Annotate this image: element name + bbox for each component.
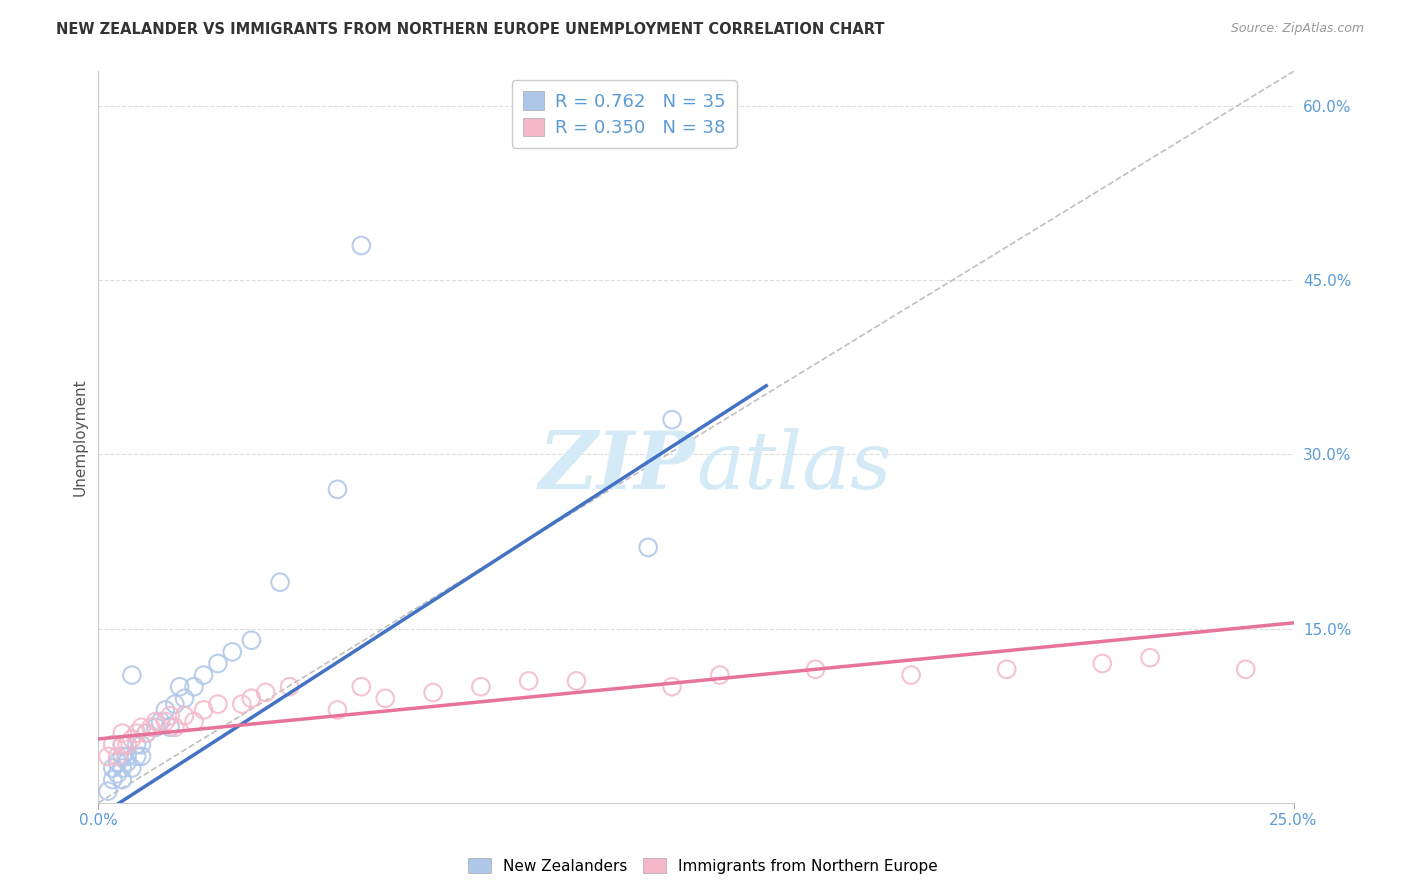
Point <box>1091 657 1114 671</box>
Point <box>125 726 148 740</box>
Point <box>326 703 349 717</box>
Text: Source: ZipAtlas.com: Source: ZipAtlas.com <box>1230 22 1364 36</box>
Point <box>107 749 129 764</box>
Point <box>422 685 444 699</box>
Point <box>135 726 157 740</box>
Point <box>155 703 177 717</box>
Point <box>111 772 134 787</box>
Point <box>155 714 177 729</box>
Point <box>145 714 167 729</box>
Point <box>374 691 396 706</box>
Point <box>207 697 229 711</box>
Text: NEW ZEALANDER VS IMMIGRANTS FROM NORTHERN EUROPE UNEMPLOYMENT CORRELATION CHART: NEW ZEALANDER VS IMMIGRANTS FROM NORTHER… <box>56 22 884 37</box>
Point <box>193 703 215 717</box>
Point <box>159 720 181 734</box>
Point <box>804 662 827 676</box>
Point <box>470 680 492 694</box>
Point <box>995 662 1018 676</box>
Point <box>900 668 922 682</box>
Point <box>125 738 148 752</box>
Legend: New Zealanders, Immigrants from Northern Europe: New Zealanders, Immigrants from Northern… <box>463 852 943 880</box>
Point <box>139 720 162 734</box>
Text: ZIP: ZIP <box>538 427 696 505</box>
Point <box>101 738 124 752</box>
Point <box>101 761 124 775</box>
Point <box>269 575 291 590</box>
Point <box>350 238 373 252</box>
Point <box>517 673 540 688</box>
Text: atlas: atlas <box>696 427 891 505</box>
Y-axis label: Unemployment: Unemployment <box>72 378 87 496</box>
Point <box>221 645 243 659</box>
Point <box>149 714 172 729</box>
Legend: R = 0.762   N = 35, R = 0.350   N = 38: R = 0.762 N = 35, R = 0.350 N = 38 <box>512 80 737 148</box>
Point <box>131 749 153 764</box>
Point <box>565 673 588 688</box>
Point <box>173 691 195 706</box>
Point <box>111 761 134 775</box>
Point <box>240 633 263 648</box>
Point <box>173 708 195 723</box>
Point <box>193 668 215 682</box>
Point <box>97 749 120 764</box>
Point <box>661 680 683 694</box>
Point <box>231 697 253 711</box>
Point <box>350 680 373 694</box>
Point <box>107 766 129 780</box>
Point <box>111 738 134 752</box>
Point <box>131 720 153 734</box>
Point <box>183 714 205 729</box>
Point <box>278 680 301 694</box>
Point <box>1234 662 1257 676</box>
Point <box>183 680 205 694</box>
Point <box>169 680 191 694</box>
Point <box>101 772 124 787</box>
Point <box>115 738 138 752</box>
Point <box>326 483 349 497</box>
Point <box>145 720 167 734</box>
Point <box>115 755 138 769</box>
Point <box>159 708 181 723</box>
Point <box>135 726 157 740</box>
Point <box>121 761 143 775</box>
Point <box>111 738 134 752</box>
Point <box>254 685 277 699</box>
Point <box>207 657 229 671</box>
Point <box>107 755 129 769</box>
Point <box>111 749 134 764</box>
Point <box>1139 650 1161 665</box>
Point <box>661 412 683 426</box>
Point <box>709 668 731 682</box>
Point <box>97 784 120 798</box>
Point <box>121 668 143 682</box>
Point <box>637 541 659 555</box>
Point <box>111 726 134 740</box>
Point <box>125 749 148 764</box>
Point <box>131 738 153 752</box>
Point <box>163 697 186 711</box>
Point <box>115 749 138 764</box>
Point <box>240 691 263 706</box>
Point <box>121 731 143 746</box>
Point <box>163 720 186 734</box>
